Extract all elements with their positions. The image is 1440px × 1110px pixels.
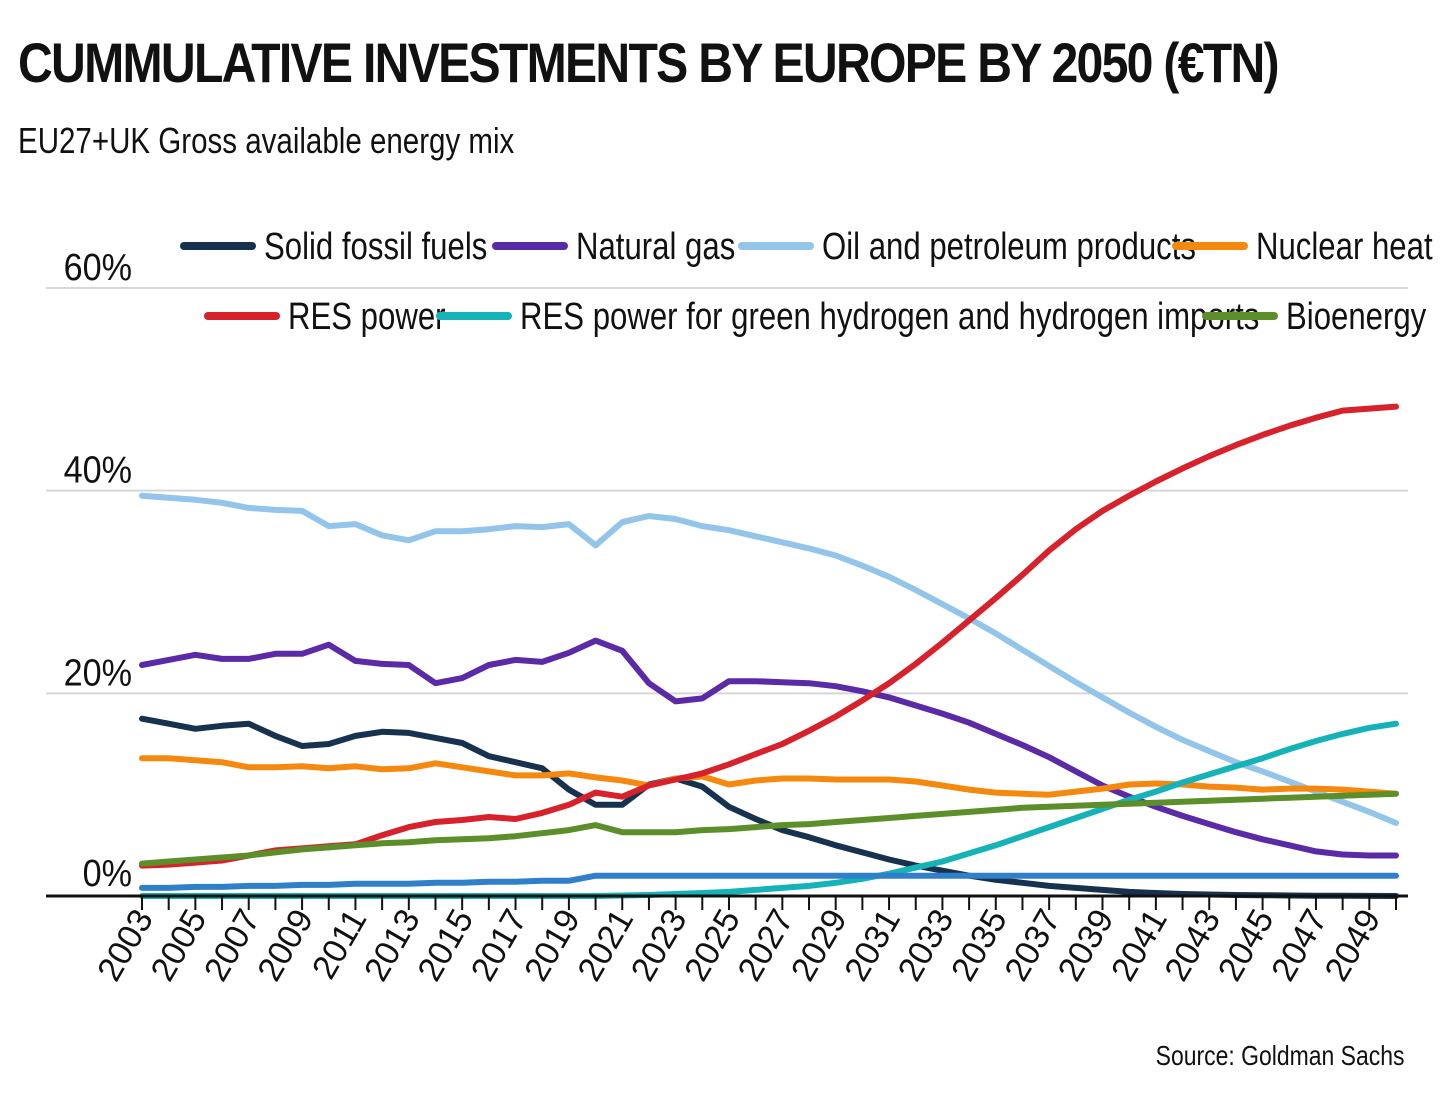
series-line-unlabeled bbox=[139, 872, 1399, 891]
y-tick-label: 20% bbox=[64, 651, 132, 694]
x-tick-label: 2015 bbox=[410, 903, 481, 988]
x-tick-label: 2031 bbox=[837, 903, 908, 988]
x-tick-label: 2023 bbox=[624, 903, 695, 988]
legend-label: RES power bbox=[288, 296, 446, 338]
legend: Solid fossil fuels Natural gas Oil and pet… bbox=[180, 226, 1433, 338]
x-tick-label: 2041 bbox=[1104, 903, 1175, 988]
x-tick-label: 2039 bbox=[1051, 903, 1122, 988]
y-tick-label: 60% bbox=[64, 245, 132, 288]
x-tick-label: 2029 bbox=[784, 903, 855, 988]
x-tick-label: 2043 bbox=[1157, 903, 1228, 988]
x-tick-label: 2025 bbox=[677, 903, 748, 988]
chart-subtitle: EU27+UK Gross available energy mix bbox=[18, 120, 515, 161]
source-note: Source: Goldman Sachs bbox=[1155, 1040, 1404, 1071]
x-tick-label: 2035 bbox=[944, 903, 1015, 988]
x-tick-label: 2047 bbox=[1264, 903, 1335, 988]
x-tick-label: 2033 bbox=[891, 903, 962, 988]
legend-label: RES power for green hydrogen and hydroge… bbox=[520, 296, 1259, 338]
y-tick-label: 40% bbox=[64, 448, 132, 491]
x-axis-ticks: 2003200520072009201120132015201720192021… bbox=[90, 903, 1388, 988]
x-axis bbox=[46, 894, 1408, 910]
series-line-res-power bbox=[139, 403, 1399, 869]
x-tick-label: 2003 bbox=[90, 903, 161, 988]
x-tick-label: 2021 bbox=[570, 903, 641, 988]
x-tick-label: 2005 bbox=[144, 903, 215, 988]
series-lines bbox=[139, 403, 1399, 899]
y-axis-ticks: 0% 20% 40% 60% bbox=[64, 245, 132, 894]
legend-label: Oil and petroleum products bbox=[822, 226, 1196, 268]
series-line-bioenergy bbox=[139, 790, 1399, 867]
x-tick-label: 2007 bbox=[197, 903, 268, 988]
page-title: CUMMULATIVE INVESTMENTS BY EUROPE BY 205… bbox=[18, 31, 1280, 94]
legend-label: Bioenergy bbox=[1286, 296, 1427, 338]
legend-label: Natural gas bbox=[576, 226, 735, 268]
gridlines bbox=[46, 287, 1408, 695]
series-line-solid-fossil-fuels bbox=[139, 715, 1399, 899]
legend-label: Nuclear heat bbox=[1256, 226, 1433, 268]
y-tick-label: 0% bbox=[83, 851, 132, 894]
series-line-natural-gas bbox=[139, 637, 1399, 859]
x-tick-label: 2019 bbox=[517, 903, 588, 988]
x-tick-label: 2037 bbox=[997, 903, 1068, 988]
x-tick-label: 2045 bbox=[1211, 903, 1282, 988]
x-tick-label: 2027 bbox=[731, 903, 802, 988]
series-line-oil-and-petroleum-products bbox=[139, 492, 1399, 826]
series-line-nuclear-heat bbox=[139, 755, 1399, 798]
legend-label: Solid fossil fuels bbox=[264, 226, 487, 268]
x-tick-label: 2017 bbox=[464, 903, 535, 988]
x-tick-label: 2013 bbox=[357, 903, 428, 988]
x-tick-label: 2049 bbox=[1318, 903, 1389, 988]
x-tick-label: 2009 bbox=[250, 903, 321, 988]
